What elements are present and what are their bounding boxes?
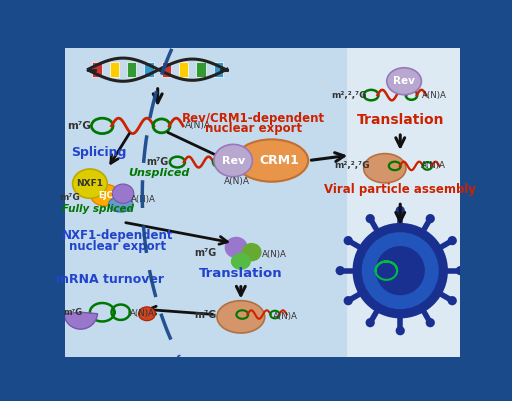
Circle shape xyxy=(396,326,405,335)
Circle shape xyxy=(352,223,448,318)
Ellipse shape xyxy=(231,253,251,270)
Text: nuclear export: nuclear export xyxy=(69,239,166,253)
Text: NXF1-dependent: NXF1-dependent xyxy=(62,229,174,242)
Bar xyxy=(179,62,188,77)
Text: EJC: EJC xyxy=(98,191,113,200)
Text: A(N)A: A(N)A xyxy=(421,162,446,170)
Text: m²,²,⁷G: m²,²,⁷G xyxy=(331,91,367,99)
Text: m⁷G: m⁷G xyxy=(194,248,217,258)
Text: m⁷G: m⁷G xyxy=(146,157,169,167)
Text: m⁷G: m⁷G xyxy=(59,193,79,202)
Text: Rev: Rev xyxy=(222,156,245,166)
Bar xyxy=(127,62,136,77)
Text: Translation: Translation xyxy=(199,267,283,280)
Ellipse shape xyxy=(138,307,155,321)
Text: m⁷G: m⁷G xyxy=(63,308,82,317)
Circle shape xyxy=(366,214,375,223)
Text: NXF1: NXF1 xyxy=(76,179,103,188)
Ellipse shape xyxy=(91,184,120,206)
Text: A(N)A: A(N)A xyxy=(224,177,250,186)
Text: Rev/CRM1-dependent: Rev/CRM1-dependent xyxy=(182,112,326,125)
Circle shape xyxy=(447,236,457,245)
Text: A(N)A: A(N)A xyxy=(130,309,155,318)
Text: Unspliced: Unspliced xyxy=(129,168,190,178)
Ellipse shape xyxy=(235,140,308,182)
Circle shape xyxy=(425,318,435,327)
Circle shape xyxy=(335,266,345,275)
Wedge shape xyxy=(64,312,98,329)
Text: A(N)A: A(N)A xyxy=(131,195,156,205)
Circle shape xyxy=(362,232,439,309)
Circle shape xyxy=(396,206,405,215)
Circle shape xyxy=(344,236,353,245)
Ellipse shape xyxy=(214,144,252,177)
Circle shape xyxy=(344,296,353,305)
Text: nuclear export: nuclear export xyxy=(205,122,303,136)
FancyBboxPatch shape xyxy=(63,47,347,358)
Text: Translation: Translation xyxy=(356,113,444,127)
Text: m⁷G: m⁷G xyxy=(67,121,91,131)
Text: A(N)A: A(N)A xyxy=(422,91,446,99)
Circle shape xyxy=(425,214,435,223)
Ellipse shape xyxy=(242,243,262,261)
Text: CRM1: CRM1 xyxy=(260,154,300,167)
Ellipse shape xyxy=(217,301,265,333)
Ellipse shape xyxy=(109,197,133,212)
Text: m²,²,⁷G: m²,²,⁷G xyxy=(334,162,370,170)
Text: Fully spliced: Fully spliced xyxy=(61,204,134,214)
Text: Viral particle assembly: Viral particle assembly xyxy=(324,182,476,196)
Text: m⁷G: m⁷G xyxy=(194,310,217,320)
Ellipse shape xyxy=(73,169,107,198)
Circle shape xyxy=(366,318,375,327)
Bar xyxy=(110,62,119,77)
Bar xyxy=(93,62,102,77)
Bar xyxy=(197,62,206,77)
Text: mRNA turnover: mRNA turnover xyxy=(56,273,164,286)
Circle shape xyxy=(376,246,425,295)
Ellipse shape xyxy=(112,184,134,203)
Text: Splicing: Splicing xyxy=(72,146,127,159)
Ellipse shape xyxy=(364,154,406,183)
Circle shape xyxy=(456,266,465,275)
Ellipse shape xyxy=(387,68,421,95)
Bar xyxy=(144,62,154,77)
Text: A(N)A: A(N)A xyxy=(185,122,210,130)
Text: Rev: Rev xyxy=(393,76,415,86)
Text: A(N)A: A(N)A xyxy=(262,250,287,259)
Bar xyxy=(214,62,223,77)
Ellipse shape xyxy=(225,237,248,258)
Bar xyxy=(162,62,171,77)
Text: A(N)A: A(N)A xyxy=(273,312,298,320)
Circle shape xyxy=(447,296,457,305)
